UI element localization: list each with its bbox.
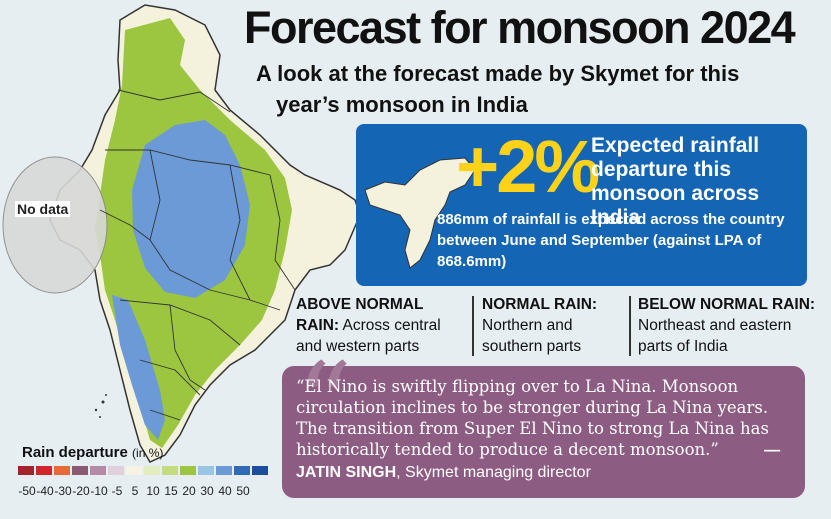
legend-swatch <box>198 466 214 475</box>
islands <box>94 394 107 418</box>
above-normal-west-coast-region <box>112 295 165 440</box>
above-normal-central-region <box>132 120 250 298</box>
legend-swatch <box>90 466 106 475</box>
quote-author-name: — JATIN SINGH <box>296 442 781 481</box>
legend-swatch <box>216 466 232 475</box>
category-heading: NORMAL RAIN: <box>482 296 598 313</box>
legend-label: -50 <box>18 484 36 498</box>
legend-swatch <box>72 466 88 475</box>
page-title: Forecast for monsoon 2024 <box>244 2 796 53</box>
legend-swatch <box>18 466 34 475</box>
legend-unit: (in %) <box>132 446 164 460</box>
legend-swatch <box>36 466 52 475</box>
legend-swatch <box>144 466 160 475</box>
legend-label: 10 <box>146 484 160 498</box>
no-data-region <box>2 156 108 294</box>
subtitle-line-2: year’s monsoon in India <box>276 92 528 117</box>
legend-title: Rain departure (in %) <box>22 444 163 461</box>
legend-swatch <box>108 466 124 475</box>
legend-swatch <box>162 466 178 475</box>
legend-title-text: Rain departure <box>22 444 128 461</box>
quote-author: — JATIN SINGH, Skymet managing director <box>296 442 780 481</box>
quote-text: “El Nino is swiftly flipping over to La … <box>296 376 801 483</box>
category-above-normal: ABOVE NORMAL RAIN: Across central and we… <box>296 294 466 357</box>
legend-label: -40 <box>36 484 54 498</box>
legend-swatch <box>126 466 142 475</box>
rainfall-departure-percent: +2% <box>456 125 600 208</box>
expected-rainfall-label: Expected rainfall departure this monsoon… <box>591 134 760 229</box>
category-text: Northeast and eastern parts of India <box>638 317 792 355</box>
legend-swatch <box>180 466 196 475</box>
state-boundaries <box>99 89 296 421</box>
quote-box: “ “El Nino is swiftly flipping over to L… <box>282 348 805 498</box>
subtitle-line-1: A look at the forecast made by Skymet fo… <box>256 61 740 86</box>
legend-label: -20 <box>72 484 90 498</box>
legend-label: 5 <box>131 484 139 498</box>
rainfall-detail: 886mm of rainfall is expected across the… <box>437 211 785 270</box>
quote-body: “El Nino is swiftly flipping over to La … <box>296 377 769 459</box>
quote-mark-icon: “ <box>296 339 353 467</box>
legend-color-bar <box>18 466 270 475</box>
no-data-label: No data <box>15 201 71 217</box>
legend-swatch <box>252 466 268 475</box>
legend-label: 20 <box>182 484 196 498</box>
category-heading: BELOW NORMAL RAIN: <box>638 296 816 313</box>
legend-label: -5 <box>111 484 123 498</box>
legend-label: 30 <box>200 484 214 498</box>
legend-swatch <box>234 466 250 475</box>
quote-author-title: , Skymet managing director <box>396 464 591 481</box>
legend-label: -30 <box>54 484 72 498</box>
legend-label: 40 <box>218 484 232 498</box>
northeast-india-map <box>364 157 476 269</box>
divider <box>629 296 631 356</box>
category-normal: NORMAL RAIN: Northern and southern parts <box>482 294 622 357</box>
legend-labels: -50 -40 -30 -20 -10 -5 5 10 15 20 30 40 50 <box>18 484 252 498</box>
category-text: Northern and southern parts <box>482 317 582 355</box>
category-heading: ABOVE NORMAL RAIN: <box>296 296 424 334</box>
forecast-box: +2% Expected rainfall departure this mon… <box>356 124 807 286</box>
divider <box>472 296 474 356</box>
category-text: Across central and western parts <box>296 317 441 355</box>
legend-label: -10 <box>90 484 108 498</box>
page-subtitle: A look at the forecast made by Skymet fo… <box>256 58 816 120</box>
legend-label: 15 <box>164 484 178 498</box>
legend-swatch <box>54 466 70 475</box>
category-below-normal: BELOW NORMAL RAIN: Northeast and eastern… <box>638 294 818 357</box>
legend-label: 50 <box>236 484 250 498</box>
